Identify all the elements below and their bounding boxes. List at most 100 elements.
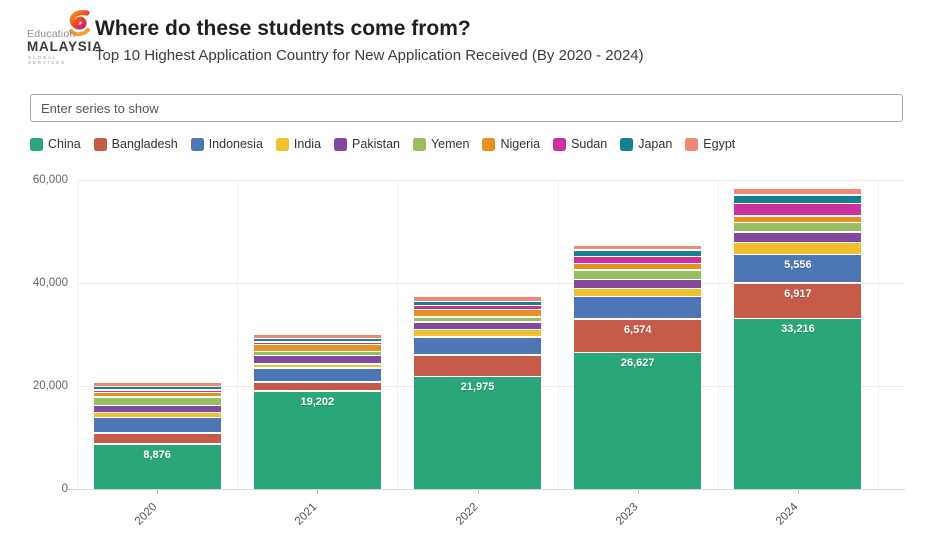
logo-tagline-text: GLOBAL SERVICES <box>28 55 66 65</box>
bar-value-label: 6,917 <box>784 287 812 300</box>
bar-value-label: 5,556 <box>784 259 812 272</box>
series-filter-input[interactable] <box>30 94 903 122</box>
bar-segment-2022-egypt[interactable] <box>414 297 541 301</box>
bar-segment-2022-china[interactable]: 21,975 <box>414 377 541 489</box>
bar-segment-2021-pakistan[interactable] <box>253 356 381 364</box>
bar-segment-2022-indonesia[interactable] <box>414 337 541 355</box>
bar-value-label: 33,216 <box>781 323 815 336</box>
legend-item-sudan[interactable]: Sudan <box>553 137 607 151</box>
bar-segment-2021-sudan[interactable] <box>253 342 381 344</box>
bar-segment-2024-nigeria[interactable] <box>734 216 862 222</box>
bar-segment-2020-bangladesh[interactable] <box>93 433 221 444</box>
legend-swatch-icon <box>412 137 426 151</box>
bar-segment-2021-japan[interactable] <box>253 339 381 342</box>
bar-segment-2020-nigeria[interactable] <box>93 393 221 397</box>
chart-legend: China Bangladesh Indonesia India Pakistan Yem… <box>30 137 748 151</box>
legend-swatch-icon <box>482 137 496 151</box>
gridline <box>77 180 905 181</box>
page-subtitle: Top 10 Highest Application Country for N… <box>95 47 644 64</box>
bar-segment-2023-pakistan[interactable] <box>574 280 702 288</box>
legend-swatch-icon <box>620 137 634 151</box>
bar-segment-2021-bangladesh[interactable] <box>253 382 381 391</box>
x-axis-label-2023: 2023 <box>613 501 641 528</box>
legend-label: Sudan <box>571 137 608 151</box>
bar-segment-2020-japan[interactable] <box>93 387 221 390</box>
gridline <box>397 180 399 489</box>
bar-segment-2022-bangladesh[interactable] <box>414 355 541 376</box>
logo-swirl-icon <box>69 10 90 37</box>
bar-value-label: 8,876 <box>143 448 171 461</box>
bar-segment-2024-sudan[interactable] <box>734 204 862 216</box>
bar-segment-2024-pakistan[interactable] <box>734 232 862 242</box>
legend-label: Indonesia <box>208 137 263 151</box>
legend-item-japan[interactable]: Japan <box>620 137 672 151</box>
bar-segment-2023-japan[interactable] <box>574 250 702 256</box>
bar-segment-2023-bangladesh[interactable]: 6,574 <box>574 319 702 352</box>
bar-segment-2021-china[interactable]: 19,202 <box>253 391 381 489</box>
bar-segment-2024-china[interactable]: 33,216 <box>734 319 862 489</box>
bar-segment-2023-nigeria[interactable] <box>574 264 702 270</box>
x-axis-label-2022: 2022 <box>453 501 480 528</box>
bar-segment-2022-yemen[interactable] <box>414 317 541 321</box>
bar-segment-2023-yemen[interactable] <box>574 270 702 279</box>
gridline <box>878 180 879 489</box>
bar-segment-2022-sudan[interactable] <box>414 306 541 309</box>
bar-segment-2020-sudan[interactable] <box>93 390 221 392</box>
bar-segment-2021-egypt[interactable] <box>253 334 381 338</box>
bar-segment-2020-egypt[interactable] <box>93 382 221 386</box>
gridline <box>77 180 78 489</box>
bar-segment-2023-indonesia[interactable] <box>574 297 702 319</box>
legend-label: Egypt <box>703 137 736 151</box>
bar-segment-2021-yemen[interactable] <box>253 352 381 355</box>
bar-segment-2024-indonesia[interactable]: 5,556 <box>734 255 862 283</box>
bar-segment-2022-japan[interactable] <box>414 302 541 305</box>
bar-segment-2020-pakistan[interactable] <box>93 406 221 412</box>
bar-segment-2024-egypt[interactable] <box>734 188 862 195</box>
bar-segment-2022-india[interactable] <box>414 330 541 337</box>
bar-segment-2020-indonesia[interactable] <box>93 418 221 433</box>
gridline <box>77 283 905 284</box>
legend-swatch-icon <box>685 137 699 151</box>
logo-malaysia-text: MALAYSIA <box>27 39 103 54</box>
y-axis-label: 20,000 <box>32 380 68 392</box>
bar-segment-2020-yemen[interactable] <box>93 397 221 405</box>
bar-segment-2020-china[interactable]: 8,876 <box>93 444 221 489</box>
legend-item-pakistan[interactable]: Pakistan <box>334 137 400 151</box>
bar-segment-2021-nigeria[interactable] <box>253 345 381 351</box>
bar-segment-2023-sudan[interactable] <box>574 257 702 263</box>
x-axis-tick <box>317 490 319 494</box>
bar-segment-2022-nigeria[interactable] <box>414 310 541 317</box>
legend-item-bangladesh[interactable]: Bangladesh <box>93 137 178 151</box>
bar-value-label: 19,202 <box>300 395 335 408</box>
page-title: Where do these students come from? <box>95 17 471 40</box>
bar-segment-2021-india[interactable] <box>253 364 381 368</box>
legend-label: Bangladesh <box>111 137 178 151</box>
x-axis-tick <box>157 490 159 494</box>
bar-segment-2021-indonesia[interactable] <box>253 368 381 382</box>
bar-segment-2023-india[interactable] <box>574 289 702 296</box>
legend-item-china[interactable]: China <box>30 137 81 151</box>
legend-label: Nigeria <box>500 137 541 151</box>
legend-swatch-icon <box>275 137 289 151</box>
legend-item-india[interactable]: India <box>275 137 321 151</box>
legend-swatch-icon <box>30 137 43 151</box>
legend-item-egypt[interactable]: Egypt <box>685 137 735 151</box>
legend-swatch-icon <box>334 137 348 151</box>
bar-segment-2023-china[interactable]: 26,627 <box>574 353 702 489</box>
bar-segment-2024-japan[interactable] <box>734 195 862 203</box>
bar-segment-2022-pakistan[interactable] <box>414 322 541 329</box>
bar-segment-2024-yemen[interactable] <box>734 223 862 232</box>
bar-segment-2024-bangladesh[interactable]: 6,917 <box>734 283 862 318</box>
legend-item-nigeria[interactable]: Nigeria <box>482 137 540 151</box>
bar-segment-2023-egypt[interactable] <box>574 245 702 250</box>
x-axis-tick <box>637 490 639 494</box>
y-axis-label: 0 <box>61 483 68 495</box>
legend-item-indonesia[interactable]: Indonesia <box>190 137 263 151</box>
legend-item-yemen[interactable]: Yemen <box>412 137 469 151</box>
bar-segment-2020-india[interactable] <box>93 413 221 417</box>
y-axis-label: 60,000 <box>32 174 68 186</box>
bar-value-label: 21,975 <box>460 381 495 394</box>
bar-segment-2024-india[interactable] <box>734 243 862 254</box>
